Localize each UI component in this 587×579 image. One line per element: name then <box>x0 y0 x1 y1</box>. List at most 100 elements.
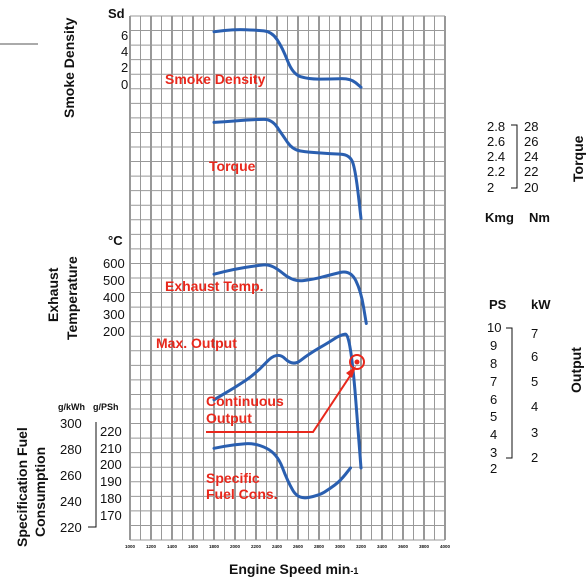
torque-label: Torque <box>209 158 256 174</box>
torque-kgm-ticks: 2.8 2.6 2.4 2.2 2 <box>487 119 505 195</box>
x-axis-title: Engine Speed min-1 <box>229 561 358 577</box>
fuel-gkwh-ticks: 300 280 260 240 220 <box>60 416 82 535</box>
torque-unit-kgm: Kmg <box>485 210 514 225</box>
exhaust-tick: 600 <box>103 256 125 271</box>
fuel-consumption-curve <box>212 442 352 500</box>
output-ps-tick: 6 <box>490 392 497 407</box>
fuel-gpsh-tick: 190 <box>100 474 122 489</box>
exhaust-tick: 400 <box>103 290 125 305</box>
continuous-output-label-2: Output <box>206 410 252 426</box>
fuel-gpsh-tick: 170 <box>100 508 122 523</box>
smoke-unit: Sd <box>108 6 125 21</box>
torque-kgm-tick: 2.6 <box>487 134 505 149</box>
torque-nm-ticks: 28 26 24 22 20 <box>524 119 538 195</box>
output-ps-tick: 7 <box>490 374 497 389</box>
x-axis-ticks: 1000 1200 1400 1600 1800 2000 2200 2400 2600 2800… <box>125 544 451 549</box>
torque-curve <box>212 117 363 220</box>
fuel-label-2: Fuel Cons. <box>206 486 278 502</box>
fuel-gpsh-tick: 180 <box>100 491 122 506</box>
fuel-gpsh-tick: 210 <box>100 441 122 456</box>
exhaust-temp-curve <box>212 263 368 325</box>
output-axis-title: Output <box>568 347 584 393</box>
smoke-ticks: 6 4 2 0 <box>121 28 128 92</box>
x-tick-label: 3000 <box>335 544 346 549</box>
x-tick-label: 2600 <box>293 544 304 549</box>
output-kw-tick: 3 <box>531 425 538 440</box>
fuel-gkwh-tick: 300 <box>60 416 82 431</box>
output-kw-tick: 6 <box>531 349 538 364</box>
torque-kgm-tick: 2.2 <box>487 164 505 179</box>
continuous-output-marker <box>349 354 365 370</box>
output-ps-tick: 8 <box>490 356 497 371</box>
torque-unit-nm: Nm <box>529 210 550 225</box>
smoke-density-label: Smoke Density <box>165 71 266 87</box>
torque-bracket <box>511 124 518 189</box>
exhaust-tick: 500 <box>103 273 125 288</box>
x-tick-label: 3200 <box>356 544 367 549</box>
x-tick-label: 1200 <box>146 544 157 549</box>
x-tick-label: 4000 <box>440 544 451 549</box>
fuel-unit-gkwh: g/kWh <box>58 402 85 412</box>
continuous-output-label-1: Continuous <box>206 393 284 409</box>
x-tick-label: 2200 <box>251 544 262 549</box>
fuel-gkwh-tick: 280 <box>60 442 82 457</box>
x-tick-label: 2000 <box>230 544 241 549</box>
output-unit-ps: PS <box>489 297 507 312</box>
fuel-gpsh-tick: 220 <box>100 424 122 439</box>
fuel-unit-gpsh: g/PSh <box>93 402 119 412</box>
output-ps-tick: 2 <box>490 461 497 476</box>
output-bracket <box>506 327 513 459</box>
output-unit-kw: kW <box>531 297 551 312</box>
exhaust-tick: 200 <box>103 324 125 339</box>
x-tick-label: 3800 <box>419 544 430 549</box>
torque-kgm-tick: 2 <box>487 180 494 195</box>
torque-nm-tick: 24 <box>524 149 538 164</box>
smoke-density-axis-title: Smoke Density <box>61 17 77 118</box>
output-kw-tick: 2 <box>531 450 538 465</box>
output-ps-tick: 3 <box>490 445 497 460</box>
output-kw-tick: 7 <box>531 326 538 341</box>
output-ps-tick: 9 <box>490 338 497 353</box>
output-kw-ticks: 7 6 5 4 3 2 <box>531 326 538 465</box>
output-kw-tick: 5 <box>531 374 538 389</box>
torque-kgm-tick: 2.4 <box>487 149 505 164</box>
output-kw-tick: 4 <box>531 399 538 414</box>
output-ps-tick: 10 <box>487 320 501 335</box>
torque-axis-title: Torque <box>570 135 586 182</box>
torque-nm-tick: 20 <box>524 180 538 195</box>
x-tick-label: 1000 <box>125 544 136 549</box>
torque-nm-tick: 28 <box>524 119 538 134</box>
x-tick-label: 2800 <box>314 544 325 549</box>
smoke-density-curve <box>212 28 363 89</box>
torque-kgm-tick: 2.8 <box>487 119 505 134</box>
exhaust-axis-title-2: Temperature <box>64 256 80 340</box>
smoke-tick: 6 <box>121 28 128 43</box>
fuel-gpsh-tick: 200 <box>100 457 122 472</box>
exhaust-ticks: 600 500 400 300 200 <box>103 256 125 339</box>
fuel-gkwh-tick: 220 <box>60 520 82 535</box>
x-tick-label: 1400 <box>167 544 178 549</box>
max-output-label: Max. Output <box>156 335 237 351</box>
x-tick-label: 1800 <box>209 544 220 549</box>
smoke-tick: 2 <box>121 60 128 75</box>
output-ps-tick: 4 <box>490 427 497 442</box>
exhaust-tick: 300 <box>103 307 125 322</box>
continuous-output-leader <box>206 369 355 433</box>
fuel-gkwh-tick: 260 <box>60 468 82 483</box>
smoke-tick: 4 <box>121 44 128 59</box>
x-tick-label: 3400 <box>377 544 388 549</box>
exhaust-temp-label: Exhaust Temp. <box>165 278 264 294</box>
fuel-gpsh-ticks: 220 210 200 190 180 170 <box>100 424 122 523</box>
fuel-axis-title-1: Specification Fuel <box>14 427 30 547</box>
output-ps-tick: 5 <box>490 409 497 424</box>
torque-nm-tick: 22 <box>524 164 538 179</box>
torque-nm-tick: 26 <box>524 134 538 149</box>
smoke-tick: 0 <box>121 77 128 92</box>
x-tick-label: 2400 <box>272 544 283 549</box>
fuel-axis-bracket <box>88 422 97 528</box>
exhaust-axis-title-1: Exhaust <box>45 267 61 322</box>
output-ps-ticks: 10 9 8 7 6 5 4 3 2 <box>487 320 501 476</box>
x-tick-label: 1600 <box>188 544 199 549</box>
fuel-label-1: Specific <box>206 470 260 486</box>
